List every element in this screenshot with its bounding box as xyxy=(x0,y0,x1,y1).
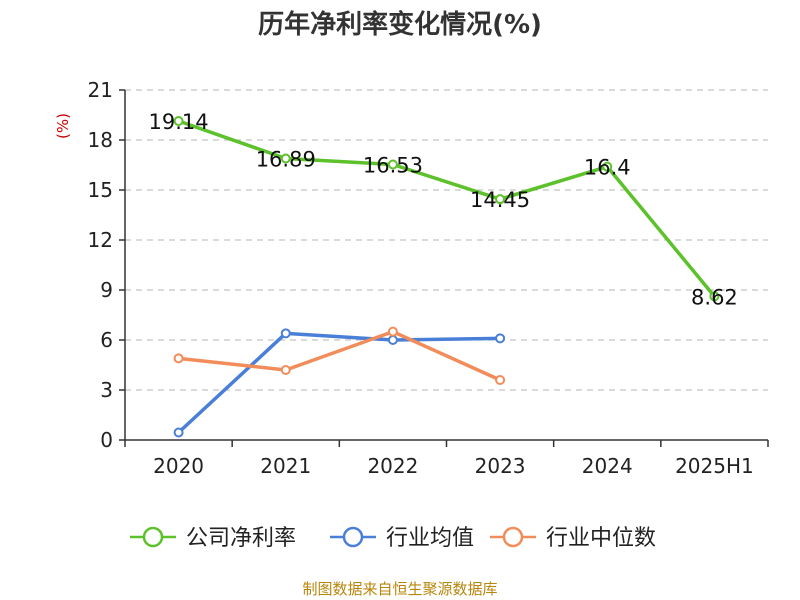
legend-marker xyxy=(502,526,524,548)
data-point xyxy=(173,427,184,438)
y-tick-label: 18 xyxy=(88,128,113,152)
data-point xyxy=(173,353,184,364)
data-point xyxy=(387,326,398,337)
y-tick-label: 6 xyxy=(100,328,113,352)
legend-item-0: 公司净利率 xyxy=(130,526,296,551)
data-point xyxy=(709,291,720,302)
data-point xyxy=(602,161,613,172)
data-label: 8.62 xyxy=(691,285,738,309)
legend-item-1: 行业均值 xyxy=(330,526,474,551)
data-point xyxy=(280,328,291,339)
legend: 公司净利率 行业均值 行业中位数 xyxy=(130,526,656,551)
data-labels: 19.14 16.89 16.53 14.45 16.4 8.62 xyxy=(149,110,738,309)
y-tick-label: 21 xyxy=(88,78,113,102)
legend-item-2: 行业中位数 xyxy=(490,526,656,551)
data-point xyxy=(495,375,506,385)
data-point xyxy=(280,365,291,375)
y-axis-unit: (%) xyxy=(54,113,72,139)
legend-marker xyxy=(342,526,364,548)
chart-title: 历年净利率变化情况(%) xyxy=(258,9,542,40)
legend-label: 行业均值 xyxy=(386,526,474,551)
y-tick-label: 9 xyxy=(100,278,113,302)
legend-label: 行业中位数 xyxy=(546,526,656,551)
y-tick-label: 0 xyxy=(100,428,113,452)
data-label: 16.53 xyxy=(363,154,423,178)
y-tick-label: 3 xyxy=(100,378,113,402)
series-line-2 xyxy=(178,329,501,382)
y-tick-label: 12 xyxy=(88,228,113,252)
x-tick-label: 2022 xyxy=(367,454,418,478)
data-point xyxy=(387,159,398,170)
data-point xyxy=(387,335,398,345)
data-point xyxy=(495,333,506,344)
x-tick-label: 2023 xyxy=(475,454,526,478)
y-tick-label: 15 xyxy=(88,178,113,202)
data-label: 16.4 xyxy=(584,156,631,180)
data-point xyxy=(495,194,506,205)
data-label: 14.45 xyxy=(470,188,530,212)
x-tick-label: 2025H1 xyxy=(675,454,754,478)
legend-marker xyxy=(142,526,164,548)
data-point xyxy=(173,116,184,126)
legend-label: 公司净利率 xyxy=(186,526,296,551)
series-line-1 xyxy=(177,331,501,434)
x-tick-label: 2020 xyxy=(153,454,204,478)
data-point xyxy=(280,153,291,164)
data-label: 16.89 xyxy=(256,148,316,172)
axes: 0 3 6 9 12 15 18 21 2020 2021 2022 2023 2024 2025H1 xyxy=(88,78,769,478)
x-tick-label: 2021 xyxy=(260,454,311,478)
source-note: 制图数据来自恒生聚源数据库 xyxy=(302,580,497,598)
series-line-0 xyxy=(178,119,716,298)
x-tick-label: 2024 xyxy=(582,454,633,478)
series-lines xyxy=(173,116,720,438)
data-label: 19.14 xyxy=(149,110,209,134)
